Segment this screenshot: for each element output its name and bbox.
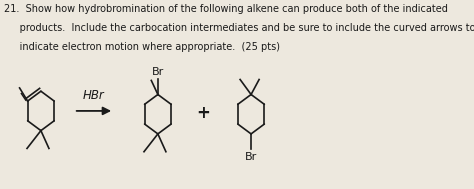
Text: +: + bbox=[197, 104, 210, 122]
Text: products.  Include the carbocation intermediates and be sure to include the curv: products. Include the carbocation interm… bbox=[4, 23, 474, 33]
Text: Br: Br bbox=[245, 152, 257, 162]
Text: HBr: HBr bbox=[83, 89, 105, 102]
Text: Br: Br bbox=[152, 67, 164, 77]
Text: 21.  Show how hydrobromination of the following alkene can produce both of the i: 21. Show how hydrobromination of the fol… bbox=[4, 5, 447, 14]
Text: indicate electron motion where appropriate.  (25 pts): indicate electron motion where appropria… bbox=[4, 42, 280, 52]
